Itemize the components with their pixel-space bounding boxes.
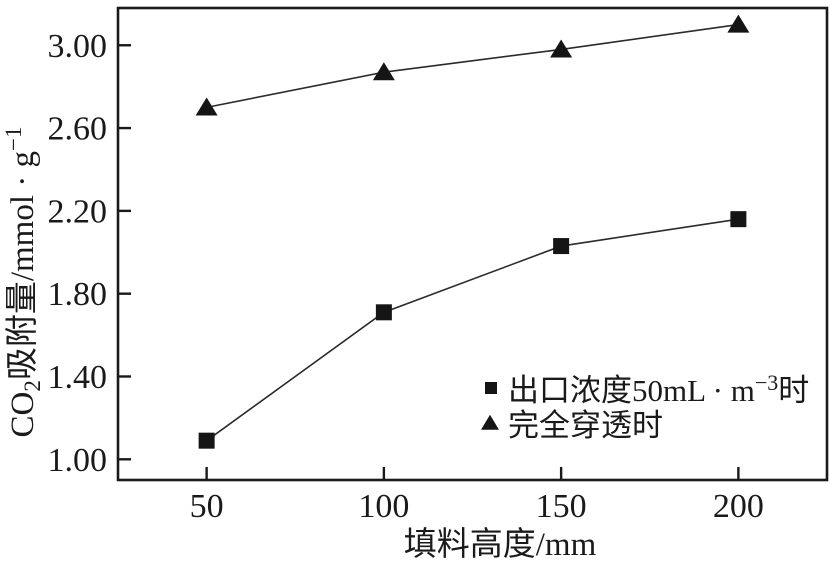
data-point-square — [198, 432, 215, 449]
legend-marker-square — [485, 382, 497, 394]
y-axis-title: CO2吸附量/mmol · g−1 — [1, 127, 45, 438]
y-tick-label: 2.60 — [48, 111, 108, 148]
data-point-square — [375, 304, 392, 321]
x-tick-label: 150 — [536, 488, 587, 525]
legend-label: 完全穿透时 — [508, 408, 663, 443]
legend-marker-triangle — [481, 414, 499, 430]
y-tick-label: 1.80 — [48, 276, 108, 313]
data-point-square — [730, 211, 747, 228]
y-tick-label: 1.40 — [48, 359, 108, 396]
plot-area: 1.00 1.40 1.80 2.20 2.60 3.00 50 100 150 200 CO2吸附… — [1, 6, 829, 525]
data-point-square — [553, 238, 570, 255]
data-point-triangle — [372, 62, 395, 81]
plot-frame — [116, 6, 829, 482]
x-tick-label: 50 — [190, 488, 224, 525]
series-line-triangle — [206, 23, 739, 109]
series-line-square — [206, 218, 739, 442]
data-point-triangle — [550, 39, 573, 58]
y-tick-label: 3.00 — [48, 28, 108, 65]
y-tick-label: 2.20 — [48, 193, 108, 230]
x-tick-label: 100 — [358, 488, 409, 525]
legend-label: 出口浓度50mL · m−3时 — [508, 370, 809, 408]
data-point-triangle — [195, 97, 218, 116]
y-tick-label: 1.00 — [48, 442, 108, 479]
x-tick-label: 200 — [713, 488, 764, 525]
data-point-triangle — [727, 14, 750, 33]
x-axis-title: 填料高度/mm — [404, 526, 597, 563]
